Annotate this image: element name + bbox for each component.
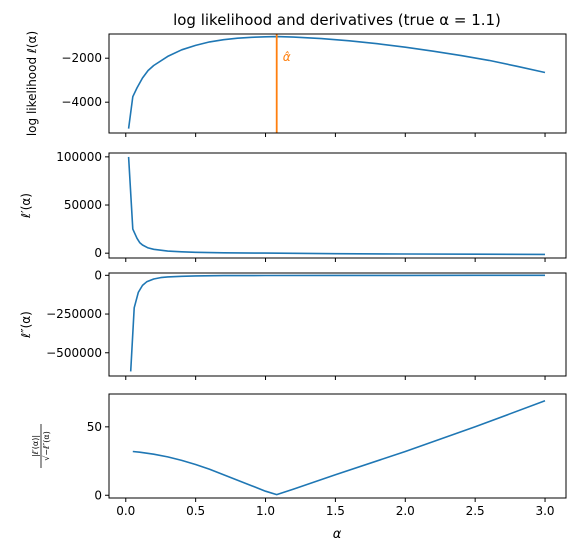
series-line bbox=[129, 274, 545, 372]
y-tick-label: −250000 bbox=[46, 307, 102, 321]
x-axis-label: α bbox=[333, 527, 342, 542]
y-tick-label: −2000 bbox=[61, 51, 102, 65]
y-tick-label: 50 bbox=[87, 420, 102, 434]
x-tick-label: 0.5 bbox=[186, 504, 205, 518]
y-label-denominator: √−ℓ″(α) bbox=[42, 431, 51, 461]
y-tick-label: 50000 bbox=[64, 198, 102, 212]
axes-frame bbox=[108, 272, 567, 377]
x-tick-label: 2.5 bbox=[466, 504, 485, 518]
panel-1: α̂ −2000 −4000 log likelihood ℓ(α) bbox=[25, 31, 567, 137]
y-tick-label: −500000 bbox=[46, 346, 102, 360]
axes-frame bbox=[108, 152, 567, 259]
y-tick-label: −4000 bbox=[61, 95, 102, 109]
x-tick-label: 2.0 bbox=[396, 504, 415, 518]
axes-frame bbox=[108, 393, 567, 499]
panel-3: 0 −250000 −500000 ℓ″(α) bbox=[19, 268, 567, 380]
axes-frame bbox=[108, 33, 567, 134]
x-tick-label: 0.0 bbox=[116, 504, 135, 518]
y-tick-label: 0 bbox=[94, 268, 102, 282]
panel-2: 100000 50000 0 ℓ′(α) bbox=[19, 150, 567, 262]
estimate-label: α̂ bbox=[283, 50, 291, 64]
chart-title: log likelihood and derivatives (true α =… bbox=[173, 11, 501, 29]
y-tick-label: 0 bbox=[94, 246, 102, 260]
series-line bbox=[127, 35, 546, 129]
y-axis-label: log likelihood ℓ(α) bbox=[25, 31, 39, 136]
x-tick-label: 1.0 bbox=[256, 504, 275, 518]
y-axis-label: |ℓ′(α)| √−ℓ″(α) bbox=[31, 424, 51, 468]
y-tick-label: 0 bbox=[94, 488, 102, 502]
y-tick-label: 100000 bbox=[56, 150, 102, 164]
y-label-numerator: |ℓ′(α)| bbox=[31, 435, 40, 457]
y-axis-label: ℓ′(α) bbox=[19, 193, 33, 219]
x-tick-label: 1.5 bbox=[326, 504, 345, 518]
x-tick-label: 3.0 bbox=[535, 504, 554, 518]
y-axis-label: ℓ″(α) bbox=[19, 311, 33, 339]
series-line bbox=[127, 156, 546, 256]
series-line bbox=[132, 400, 546, 496]
panel-4: 50 0 0.0 0.5 1.0 1.5 2.0 2.5 3.0 |ℓ′(α)| √−ℓ″(α) bbox=[31, 393, 567, 518]
